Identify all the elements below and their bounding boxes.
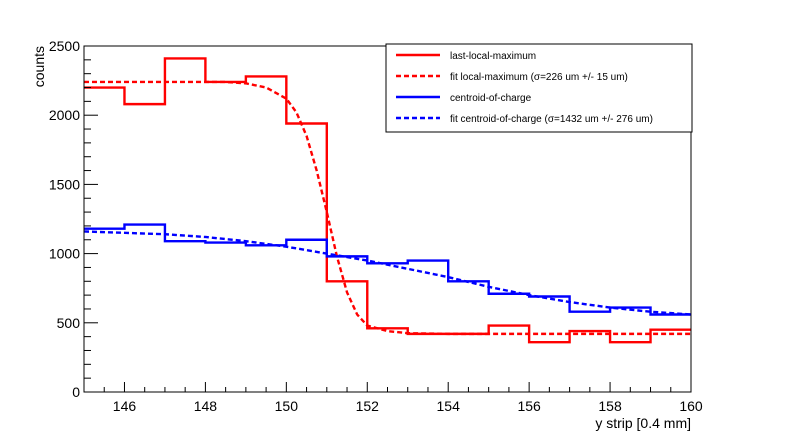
x-tick-label: 154 xyxy=(437,398,461,414)
y-tick-label: 1000 xyxy=(49,246,80,262)
y-tick-label: 500 xyxy=(57,315,81,331)
series-line-2 xyxy=(84,223,691,316)
legend-entry-0: last-local-maximum xyxy=(450,51,536,62)
series-layer xyxy=(83,57,692,344)
y-tick-label: 1500 xyxy=(49,176,80,192)
legend-entry-2: centroid-of-charge xyxy=(450,93,532,104)
x-tick-label: 160 xyxy=(679,398,703,414)
x-tick-label: 148 xyxy=(194,398,218,414)
legend-entry-3: fit centroid-of-charge (σ=1432 um +/- 27… xyxy=(450,114,653,125)
y-tick-label: 2000 xyxy=(49,107,80,123)
x-tick-label: 150 xyxy=(275,398,299,414)
y-tick-label: 0 xyxy=(72,384,80,400)
series-line-0 xyxy=(84,57,691,344)
x-tick-label: 156 xyxy=(517,398,541,414)
series-line-3 xyxy=(83,230,692,316)
x-tick-label: 158 xyxy=(598,398,622,414)
x-axis-title: y strip [0.4 mm] xyxy=(595,415,691,431)
y-axis-title: counts xyxy=(31,46,47,87)
x-tick-label: 146 xyxy=(113,398,137,414)
x-tick-label: 152 xyxy=(356,398,380,414)
axes-layer: 146 148 150 152 154 156 158 160 0 500 1000 1500 2000… xyxy=(49,38,703,414)
legend: last-local-maximum fit local-maximum (σ=2… xyxy=(385,43,693,133)
legend-entry-1: fit local-maximum (σ=226 um +/- 15 um) xyxy=(450,72,628,83)
y-tick-label: 2500 xyxy=(49,38,80,54)
